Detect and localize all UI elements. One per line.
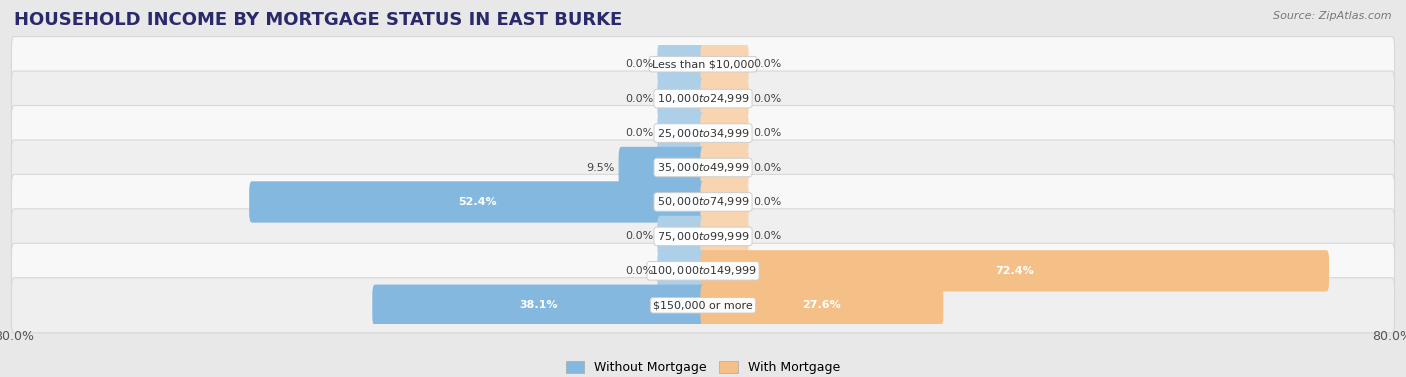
Text: 0.0%: 0.0% [754,231,782,241]
Text: 27.6%: 27.6% [803,300,841,310]
Text: 0.0%: 0.0% [624,266,652,276]
Text: $100,000 to $149,999: $100,000 to $149,999 [650,264,756,277]
Text: Source: ZipAtlas.com: Source: ZipAtlas.com [1274,11,1392,21]
Text: 38.1%: 38.1% [520,300,558,310]
Text: 52.4%: 52.4% [458,197,496,207]
FancyBboxPatch shape [11,209,1395,264]
FancyBboxPatch shape [700,216,748,257]
Text: 9.5%: 9.5% [586,162,614,173]
FancyBboxPatch shape [700,285,943,326]
FancyBboxPatch shape [619,147,706,188]
Text: 0.0%: 0.0% [754,59,782,69]
FancyBboxPatch shape [658,78,706,119]
FancyBboxPatch shape [658,250,706,291]
Text: 0.0%: 0.0% [624,59,652,69]
FancyBboxPatch shape [11,140,1395,195]
Text: $35,000 to $49,999: $35,000 to $49,999 [657,161,749,174]
FancyBboxPatch shape [700,147,748,188]
Text: $25,000 to $34,999: $25,000 to $34,999 [657,127,749,139]
Text: $75,000 to $99,999: $75,000 to $99,999 [657,230,749,243]
Text: $150,000 or more: $150,000 or more [654,300,752,310]
Text: $50,000 to $74,999: $50,000 to $74,999 [657,195,749,208]
FancyBboxPatch shape [700,250,1329,291]
Text: 0.0%: 0.0% [754,197,782,207]
FancyBboxPatch shape [658,43,706,85]
Text: 0.0%: 0.0% [624,93,652,104]
Text: 0.0%: 0.0% [624,128,652,138]
Text: 0.0%: 0.0% [754,93,782,104]
Text: 72.4%: 72.4% [995,266,1035,276]
FancyBboxPatch shape [700,112,748,154]
Text: 0.0%: 0.0% [754,128,782,138]
Text: $10,000 to $24,999: $10,000 to $24,999 [657,92,749,105]
FancyBboxPatch shape [11,71,1395,126]
FancyBboxPatch shape [700,181,748,222]
FancyBboxPatch shape [658,112,706,154]
Legend: Without Mortgage, With Mortgage: Without Mortgage, With Mortgage [561,356,845,377]
FancyBboxPatch shape [658,216,706,257]
FancyBboxPatch shape [11,37,1395,92]
FancyBboxPatch shape [700,43,748,85]
FancyBboxPatch shape [11,278,1395,333]
FancyBboxPatch shape [11,106,1395,161]
FancyBboxPatch shape [11,243,1395,298]
FancyBboxPatch shape [373,285,706,326]
FancyBboxPatch shape [249,181,706,222]
Text: Less than $10,000: Less than $10,000 [652,59,754,69]
FancyBboxPatch shape [11,175,1395,230]
Text: HOUSEHOLD INCOME BY MORTGAGE STATUS IN EAST BURKE: HOUSEHOLD INCOME BY MORTGAGE STATUS IN E… [14,11,623,29]
Text: 0.0%: 0.0% [754,162,782,173]
Text: 0.0%: 0.0% [624,231,652,241]
FancyBboxPatch shape [700,78,748,119]
